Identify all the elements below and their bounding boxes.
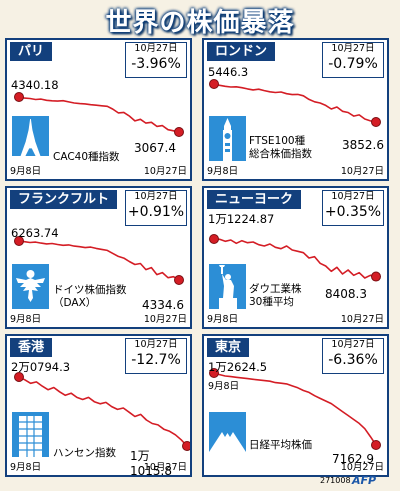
x-end-label: 10月27日 bbox=[340, 462, 384, 473]
index-name: FTSE100種 総合株価指数 bbox=[249, 135, 312, 160]
start-point bbox=[14, 92, 24, 102]
market-label-paris: パリ bbox=[10, 42, 53, 61]
series-line bbox=[213, 238, 377, 279]
x-end-label: 10月27日 bbox=[143, 462, 187, 473]
end-point bbox=[371, 271, 381, 282]
big-ben-icon bbox=[209, 116, 246, 161]
end-point bbox=[174, 127, 184, 137]
statue-of-liberty-icon bbox=[209, 264, 246, 309]
line-chart-hongkong bbox=[14, 372, 190, 451]
footer: 271008 AFP bbox=[0, 474, 400, 491]
line-chart-london bbox=[209, 79, 381, 127]
change-box-frankfurt: 10月27日 +0.91% bbox=[125, 190, 187, 226]
series-line bbox=[18, 376, 188, 447]
market-label-newyork: ニューヨーク bbox=[207, 190, 302, 209]
change-date: 10月27日 bbox=[134, 43, 178, 54]
change-box-paris: 10月27日 -3.96% bbox=[125, 42, 187, 78]
change-date: 10月27日 bbox=[331, 191, 375, 202]
end-value: 3067.4 bbox=[134, 141, 176, 155]
start-value: 4340.18 bbox=[11, 78, 59, 92]
change-box-hongkong: 10月27日 -12.7% bbox=[125, 338, 187, 374]
change-date: 10月27日 bbox=[331, 43, 375, 54]
start-value: 6263.74 bbox=[11, 226, 59, 240]
index-name: 日経平均株価 bbox=[249, 439, 312, 451]
x-start-label: 9月8日 bbox=[207, 166, 239, 177]
end-value: 1万1015.8 bbox=[130, 449, 172, 477]
eiffel-tower-icon bbox=[12, 116, 49, 161]
end-value: 4334.6 bbox=[142, 298, 184, 312]
index-name: ハンセン指数 bbox=[53, 447, 116, 459]
hk-bank-building-icon bbox=[12, 412, 49, 457]
x-end-label: 10月27日 bbox=[340, 166, 384, 177]
end-point bbox=[371, 117, 381, 127]
change-percent: -12.7% bbox=[131, 352, 181, 368]
x-start-label: 9月8日 bbox=[207, 314, 239, 325]
index-name: CAC40種指数 bbox=[53, 151, 120, 163]
line-chart-tokyo bbox=[209, 368, 381, 450]
market-label-frankfurt: フランクフルト bbox=[10, 190, 118, 209]
market-label-london: ロンドン bbox=[207, 42, 276, 61]
afp-logo: AFP bbox=[352, 474, 377, 487]
start-value: 1万1224.87 bbox=[208, 212, 275, 226]
series-line bbox=[213, 372, 377, 446]
change-box-london: 10月27日 -0.79% bbox=[322, 42, 384, 78]
x-end-label: 10月27日 bbox=[340, 314, 384, 325]
start-point bbox=[209, 234, 219, 244]
start-point bbox=[209, 79, 219, 89]
chart-panel-newyork: ニューヨーク 10月27日 +0.35% 1万1224.87 ダウ工業株 30種… bbox=[202, 186, 389, 329]
end-value: 7162.9 bbox=[332, 452, 374, 466]
change-percent: +0.91% bbox=[127, 204, 185, 220]
page-title: 世界の株価暴落 bbox=[105, 8, 295, 38]
line-chart-newyork bbox=[209, 234, 381, 282]
x-start-inline-label: 9月8日 bbox=[208, 381, 240, 392]
start-point bbox=[14, 372, 24, 382]
start-value: 1万2624.5 bbox=[208, 360, 268, 374]
change-box-tokyo: 10月27日 -6.36% bbox=[322, 338, 384, 374]
market-label-hongkong: 香港 bbox=[10, 338, 53, 357]
change-percent: -6.36% bbox=[328, 352, 378, 368]
mount-fuji-icon bbox=[209, 412, 246, 457]
change-percent: +0.35% bbox=[324, 204, 382, 220]
end-point bbox=[174, 275, 184, 285]
end-value: 3852.6 bbox=[342, 138, 384, 152]
change-date: 10月27日 bbox=[331, 339, 375, 350]
change-percent: -0.79% bbox=[328, 56, 378, 72]
end-point bbox=[182, 441, 190, 451]
market-label-tokyo: 東京 bbox=[207, 338, 250, 357]
change-date: 10月27日 bbox=[134, 191, 178, 202]
chart-panel-tokyo: 東京 10月27日 -6.36% 1万2624.5 9月8日 日経平均株価 71… bbox=[202, 334, 389, 477]
change-date: 10月27日 bbox=[134, 339, 178, 350]
chart-panel-paris: パリ 10月27日 -3.96% 4340.18 CAC40種指数 3067.4… bbox=[5, 38, 192, 181]
end-value: 8408.3 bbox=[325, 287, 367, 301]
chart-panel-london: ロンドン 10月27日 -0.79% 5446.3 FTSE100種 総合株価指… bbox=[202, 38, 389, 181]
change-percent: -3.96% bbox=[131, 56, 181, 72]
series-line bbox=[18, 240, 180, 281]
chart-panel-hongkong: 香港 10月27日 -12.7% 2万0794.3 ハンセン指数 1万1015.… bbox=[5, 334, 192, 477]
start-value: 2万0794.3 bbox=[11, 360, 71, 374]
start-value: 5446.3 bbox=[208, 65, 249, 79]
index-name: ダウ工業株 30種平均 bbox=[249, 283, 302, 308]
x-start-label: 9月8日 bbox=[10, 166, 42, 177]
chart-panel-frankfurt: フランクフルト 10月27日 +0.91% 6263.74 ドイツ株価指数 （D… bbox=[5, 186, 192, 329]
start-point bbox=[14, 236, 24, 246]
line-chart-paris bbox=[14, 92, 184, 137]
start-point bbox=[209, 368, 219, 378]
x-end-label: 10月27日 bbox=[143, 166, 187, 177]
series-line bbox=[213, 83, 377, 123]
end-point bbox=[371, 440, 381, 450]
change-box-newyork: 10月27日 +0.35% bbox=[322, 190, 384, 226]
series-line bbox=[18, 96, 180, 133]
line-chart-frankfurt bbox=[14, 236, 184, 285]
graphic-code: 271008 bbox=[320, 476, 351, 485]
index-name: ドイツ株価指数 （DAX） bbox=[53, 284, 127, 309]
x-start-label: 9月8日 bbox=[10, 462, 42, 473]
x-start-label: 9月8日 bbox=[10, 314, 42, 325]
eagle-icon bbox=[12, 264, 49, 309]
x-end-label: 10月27日 bbox=[143, 314, 187, 325]
